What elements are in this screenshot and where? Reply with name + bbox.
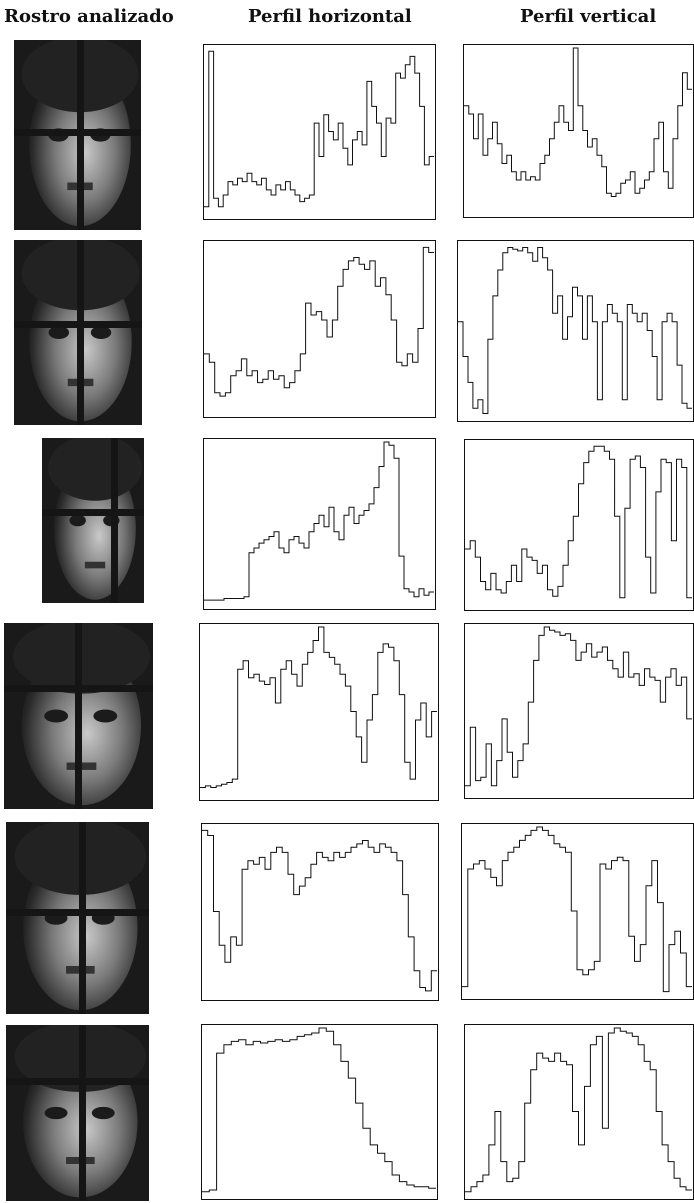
- header-vertical-profile: Perfil vertical: [520, 6, 657, 27]
- horizontal-scan-line: [4, 685, 153, 692]
- profile-series-line: [464, 47, 692, 197]
- vertical-profile-plot-1: [463, 44, 694, 218]
- profile-svg: [204, 246, 434, 397]
- face-photo-1: [14, 40, 141, 230]
- profile-svg: [202, 1027, 436, 1193]
- face-photo-4: [4, 623, 153, 809]
- header-horizontal-profile: Perfil horizontal: [248, 6, 412, 27]
- vertical-profile-plot-4: [464, 623, 694, 799]
- profile-series-line: [465, 626, 692, 787]
- horizontal-scan-line: [42, 509, 144, 516]
- profile-svg: [464, 47, 692, 197]
- profile-svg: [458, 247, 692, 414]
- face-portrait-placeholder: [42, 438, 144, 603]
- profile-series-line: [204, 246, 434, 397]
- face-photo-3: [42, 438, 144, 603]
- horizontal-profile-plot-1: [203, 44, 436, 220]
- vertical-scan-line: [79, 822, 86, 1014]
- horizontal-profile-plot-6: [201, 1024, 438, 1200]
- vertical-profile-plot-5: [461, 823, 694, 1000]
- vertical-scan-line: [75, 623, 82, 809]
- vertical-scan-line: [77, 240, 84, 425]
- horizontal-profile-plot-5: [201, 823, 439, 1001]
- face-portrait-placeholder: [6, 1025, 149, 1201]
- profile-series-line: [200, 626, 437, 788]
- face-photo-6: [6, 1025, 149, 1201]
- face-portrait-placeholder: [6, 822, 149, 1014]
- profile-svg: [465, 1027, 692, 1193]
- profile-svg: [462, 826, 692, 993]
- profile-series-line: [202, 829, 437, 992]
- profile-svg: [204, 50, 434, 208]
- vertical-profile-plot-3: [464, 439, 694, 611]
- face-photo-5: [6, 822, 149, 1014]
- horizontal-profile-plot-2: [203, 240, 436, 418]
- horizontal-scan-line: [6, 909, 149, 916]
- vertical-scan-line: [111, 438, 118, 603]
- vertical-profile-plot-6: [464, 1024, 694, 1200]
- profile-svg: [465, 626, 692, 787]
- vertical-scan-line: [79, 1025, 86, 1201]
- profile-svg: [465, 445, 692, 599]
- profile-series-line: [458, 247, 692, 414]
- profile-series-line: [462, 826, 692, 993]
- horizontal-profile-plot-4: [199, 623, 439, 801]
- header-analyzed-face: Rostro analizado: [4, 6, 174, 27]
- profile-series-line: [465, 1027, 692, 1193]
- horizontal-scan-line: [14, 321, 142, 328]
- face-photo-2: [14, 240, 142, 425]
- horizontal-profile-plot-3: [203, 438, 436, 610]
- vertical-profile-plot-2: [457, 240, 694, 422]
- horizontal-scan-line: [14, 129, 141, 136]
- profile-series-line: [204, 441, 434, 601]
- profile-series-line: [465, 445, 692, 599]
- profile-svg: [200, 626, 437, 788]
- profile-series-line: [204, 50, 434, 208]
- profile-svg: [204, 441, 434, 601]
- horizontal-scan-line: [6, 1078, 149, 1085]
- profile-svg: [202, 829, 437, 992]
- profile-series-line: [202, 1027, 436, 1193]
